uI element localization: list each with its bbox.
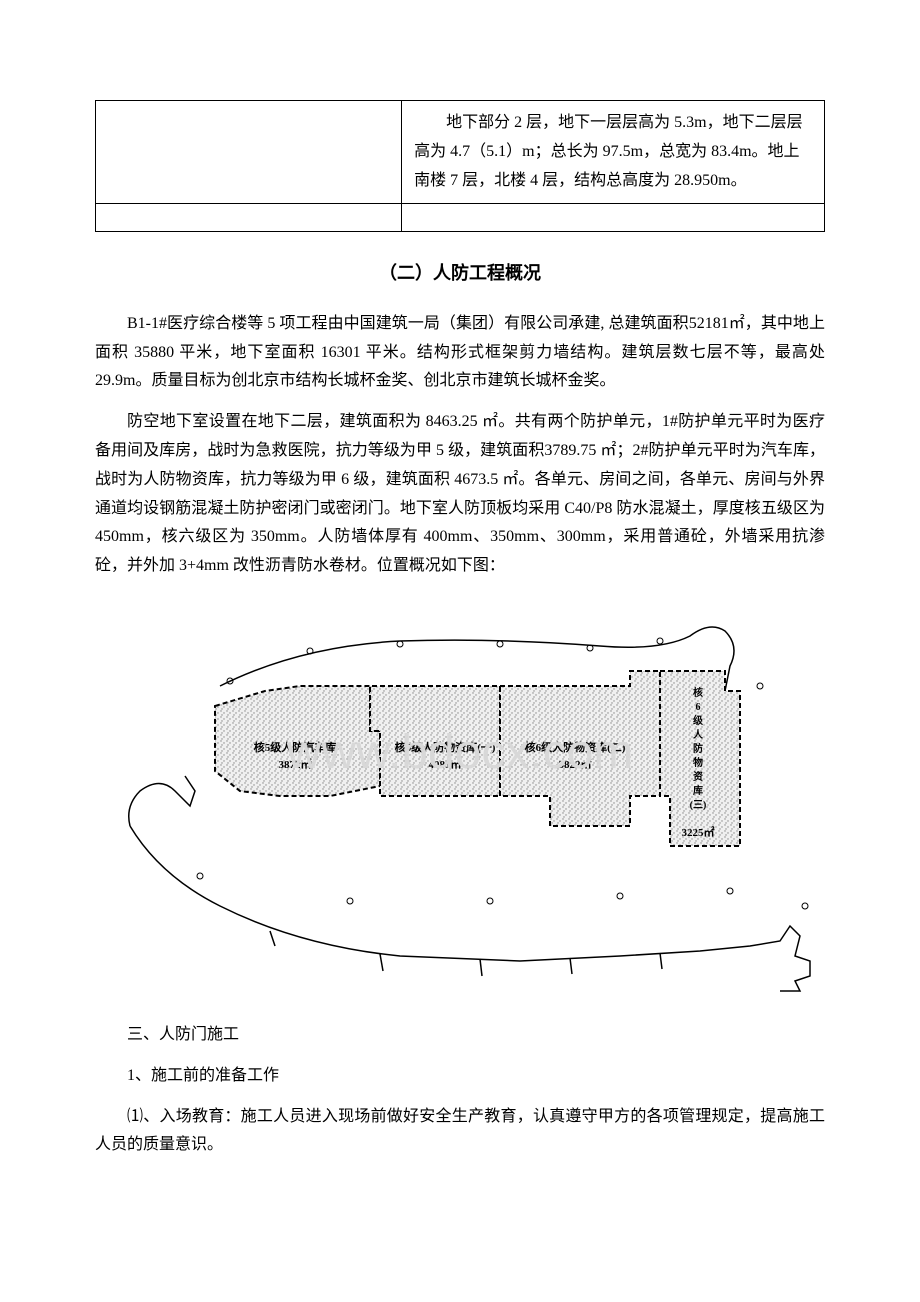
zone-1-title: 核5级人防汽车库	[254, 740, 337, 754]
zone-4-char5: 防	[693, 742, 703, 755]
zone-4-char8: 库	[693, 784, 703, 797]
table-cell-left	[96, 101, 402, 204]
zone-2-shape	[370, 686, 500, 796]
floor-plan-diagram: 核5级人防汽车库 3872㎡ 核6级人防物资库(一) 4081㎡ 核6级人防物资…	[95, 596, 825, 996]
info-table: 地下部分 2 层，地下一层层高为 5.3m，地下二层层高为 4.7（5.1）m；…	[95, 100, 825, 232]
zone-4-char1: 核	[693, 686, 703, 699]
table-cell-right: 地下部分 2 层，地下一层层高为 5.3m，地下二层层高为 4.7（5.1）m；…	[402, 101, 825, 204]
zone-4-char6: 物	[693, 756, 703, 769]
table-row: 地下部分 2 层，地下一层层高为 5.3m，地下二层层高为 4.7（5.1）m；…	[96, 101, 825, 204]
heading-3-1: 1、施工前的准备工作	[95, 1062, 825, 1091]
zone-4-char7: 资	[693, 770, 703, 783]
zone-4-char4: 人	[693, 728, 704, 741]
zone-2-area: 4081㎡	[429, 757, 462, 771]
left-hook	[129, 776, 195, 826]
zone-3-title: 核6级人防物资库(二)	[525, 740, 626, 754]
section-title: （二）人防工程概况	[95, 257, 825, 289]
zone-3-area: 3822㎡	[559, 757, 592, 771]
paragraph-2: 防空地下室设置在地下二层，建筑面积为 8463.25 ㎡。共有两个防护单元，1#…	[95, 408, 825, 581]
paragraph-3: ⑴、入场教育：施工人员进入现场前做好安全生产教育，认真遵守甲方的各项管理规定，提…	[95, 1103, 825, 1161]
table-cell-empty	[402, 204, 825, 232]
heading-3: 三、人防门施工	[95, 1021, 825, 1050]
zone-1-shape	[215, 686, 380, 796]
table-cell-empty	[96, 204, 402, 232]
zone-4-char3: 级	[692, 714, 704, 727]
zone-4-area: 3225㎡	[682, 825, 715, 839]
table-row	[96, 204, 825, 232]
zone-2-title: 核6级人防物资库(一)	[395, 740, 496, 754]
paragraph-1: B1-1#医疗综合楼等 5 项工程由中国建筑一局（集团）有限公司承建, 总建筑面…	[95, 310, 825, 396]
zone-4-char9: (三)	[690, 799, 707, 811]
zone-4-char2: 6	[696, 702, 701, 713]
outer-boundary	[130, 826, 810, 991]
diagram-svg: 核5级人防汽车库 3872㎡ 核6级人防物资库(一) 4081㎡ 核6级人防物资…	[95, 596, 825, 996]
zone-1-area: 3872㎡	[279, 757, 312, 771]
